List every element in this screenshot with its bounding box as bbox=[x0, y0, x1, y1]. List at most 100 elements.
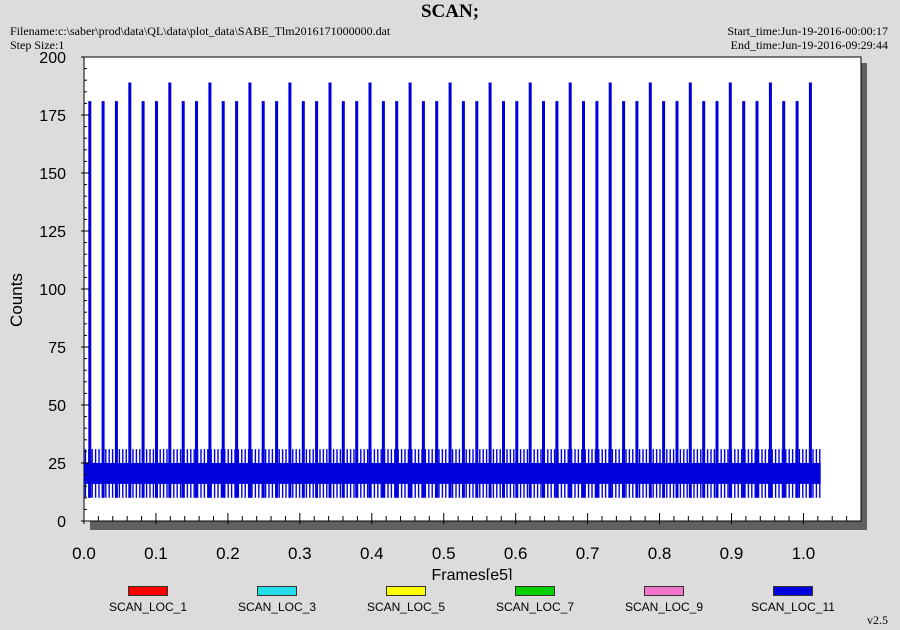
legend-swatch bbox=[128, 586, 168, 596]
y-tick-label: 150 bbox=[39, 166, 66, 183]
scan-loc-11-spike bbox=[502, 101, 505, 498]
filename-text: Filename:c:\saber\prod\data\QL\data\plot… bbox=[10, 24, 391, 38]
scan-loc-11-spike bbox=[728, 82, 732, 498]
scan-loc-11-spike bbox=[528, 82, 532, 498]
legend-item: SCAN_LOC_11 bbox=[733, 586, 853, 614]
legend-label: SCAN_LOC_1 bbox=[108, 600, 188, 614]
scan-loc-11-spike bbox=[88, 101, 92, 498]
legend-swatch bbox=[386, 586, 426, 596]
scan-loc-11-spike bbox=[782, 101, 786, 498]
version-label: v2.5 bbox=[867, 613, 888, 627]
scan-loc-11-spike bbox=[395, 101, 399, 498]
scan-loc-11-spike bbox=[808, 82, 812, 498]
x-tick-label: 0.8 bbox=[648, 544, 672, 563]
y-tick-label: 0 bbox=[57, 514, 66, 531]
legend-label: SCAN_LOC_3 bbox=[237, 600, 317, 614]
scan-loc-11-spike bbox=[568, 82, 572, 498]
scan-loc-11-spike bbox=[755, 101, 759, 498]
scan-loc-11-spike bbox=[742, 101, 746, 498]
scan-loc-11-spike bbox=[702, 101, 706, 498]
scan-loc-11-spike bbox=[381, 101, 385, 498]
scan-loc-11-spike bbox=[768, 82, 772, 498]
legend-item: SCAN_LOC_5 bbox=[346, 586, 466, 614]
scan-loc-11-spike bbox=[195, 101, 198, 498]
legend-swatch bbox=[644, 586, 684, 596]
scan-loc-11-spike bbox=[208, 82, 212, 498]
x-tick-label: 1.0 bbox=[792, 544, 816, 563]
x-axis: 0.0 0.1 0.2 0.3 0.4 0.5 0.6 0.7 0.8 0.9 1.0 bbox=[72, 513, 848, 563]
scan-loc-11-spike bbox=[248, 82, 252, 498]
legend: SCAN_LOC_1 SCAN_LOC_3 SCAN_LOC_5 SCAN_LOC_7… bbox=[0, 586, 900, 616]
scan-loc-11-spike bbox=[595, 101, 599, 498]
step-size-text: Step Size:1 bbox=[10, 38, 65, 52]
legend-label: SCAN_LOC_9 bbox=[624, 600, 704, 614]
legend-label: SCAN_LOC_5 bbox=[366, 600, 446, 614]
end-time-text: End_time:Jun-19-2016-09:29:44 bbox=[730, 38, 888, 52]
scan-loc-11-spike bbox=[315, 101, 319, 498]
legend-item: SCAN_LOC_9 bbox=[604, 586, 724, 614]
scan-loc-11-spike bbox=[515, 101, 519, 498]
x-tick-label: 0.4 bbox=[360, 544, 384, 563]
scan-loc-11-spike bbox=[355, 101, 359, 498]
x-tick-label: 0.3 bbox=[288, 544, 312, 563]
scan-loc-11-spike bbox=[221, 101, 225, 498]
scan-loc-11-spike bbox=[155, 101, 158, 498]
data-layer bbox=[84, 82, 821, 498]
y-tick-label: 100 bbox=[39, 282, 66, 299]
scan-loc-11-spike bbox=[435, 101, 439, 498]
scan-loc-11-spike bbox=[715, 101, 719, 498]
y-tick-label: 25 bbox=[48, 456, 66, 473]
x-tick-label: 0.2 bbox=[216, 544, 240, 563]
scan-loc-11-spike bbox=[101, 101, 105, 498]
scan-loc-11-spike bbox=[448, 82, 452, 498]
scan-loc-11-spike bbox=[261, 101, 265, 498]
scan-loc-11-spike bbox=[368, 82, 372, 498]
scan-loc-11-spike bbox=[181, 101, 185, 498]
y-tick-label: 125 bbox=[39, 224, 66, 241]
scan-loc-11-spike bbox=[648, 82, 652, 498]
legend-item: SCAN_LOC_1 bbox=[88, 586, 208, 614]
scan-loc-11-spike bbox=[608, 82, 612, 498]
x-tick-label: 0.0 bbox=[72, 544, 96, 563]
scan-loc-11-spike bbox=[235, 101, 239, 498]
x-tick-label: 0.7 bbox=[576, 544, 600, 563]
scan-loc-11-spike bbox=[114, 101, 118, 498]
x-tick-label: 0.1 bbox=[144, 544, 168, 563]
y-axis-label: Counts bbox=[7, 273, 26, 327]
legend-item: SCAN_LOC_3 bbox=[217, 586, 337, 614]
y-tick-label: 175 bbox=[39, 108, 66, 125]
x-tick-label: 0.5 bbox=[432, 544, 456, 563]
x-tick-label: 0.9 bbox=[720, 544, 744, 563]
chart-title: SCAN; bbox=[420, 1, 480, 22]
y-tick-label: 200 bbox=[39, 50, 66, 67]
y-axis: 0 25 50 75 100 125 150 175 200 bbox=[39, 50, 89, 531]
scan-loc-11-spike bbox=[421, 101, 425, 498]
x-tick-label: 0.6 bbox=[504, 544, 528, 563]
scan-loc-11-spike bbox=[582, 101, 585, 498]
scan-loc-11-spike bbox=[475, 101, 479, 498]
scan-loc-11-spike bbox=[688, 82, 692, 498]
scan-loc-11-spike bbox=[275, 101, 279, 498]
scan-loc-11-spike bbox=[408, 82, 412, 498]
scan-loc-11-spike bbox=[662, 101, 666, 498]
scan-loc-11-spike bbox=[328, 82, 332, 498]
scan-loc-11-spike bbox=[128, 82, 132, 498]
scan-loc-11-spike bbox=[635, 101, 639, 498]
scan-loc-11-spike bbox=[168, 82, 172, 498]
legend-swatch bbox=[773, 586, 813, 596]
legend-label: SCAN_LOC_7 bbox=[495, 600, 575, 614]
scan-loc-11-spike bbox=[141, 101, 145, 498]
y-tick-label: 75 bbox=[48, 340, 66, 357]
scan-loc-11-spike bbox=[288, 82, 292, 498]
legend-item: SCAN_LOC_7 bbox=[475, 586, 595, 614]
scan-loc-11-spike bbox=[341, 101, 345, 498]
x-axis-label: Frames[e5] bbox=[432, 567, 513, 580]
legend-label: SCAN_LOC_11 bbox=[751, 600, 835, 614]
scan-loc-11-spike bbox=[461, 101, 465, 498]
scan-loc-11-spike bbox=[555, 101, 559, 498]
scan-loc-11-spike bbox=[542, 101, 545, 498]
start-time-text: Start_time:Jun-19-2016-00:00:17 bbox=[727, 24, 888, 38]
scan-loc-11-spike bbox=[795, 101, 799, 498]
y-tick-label: 50 bbox=[48, 398, 66, 415]
